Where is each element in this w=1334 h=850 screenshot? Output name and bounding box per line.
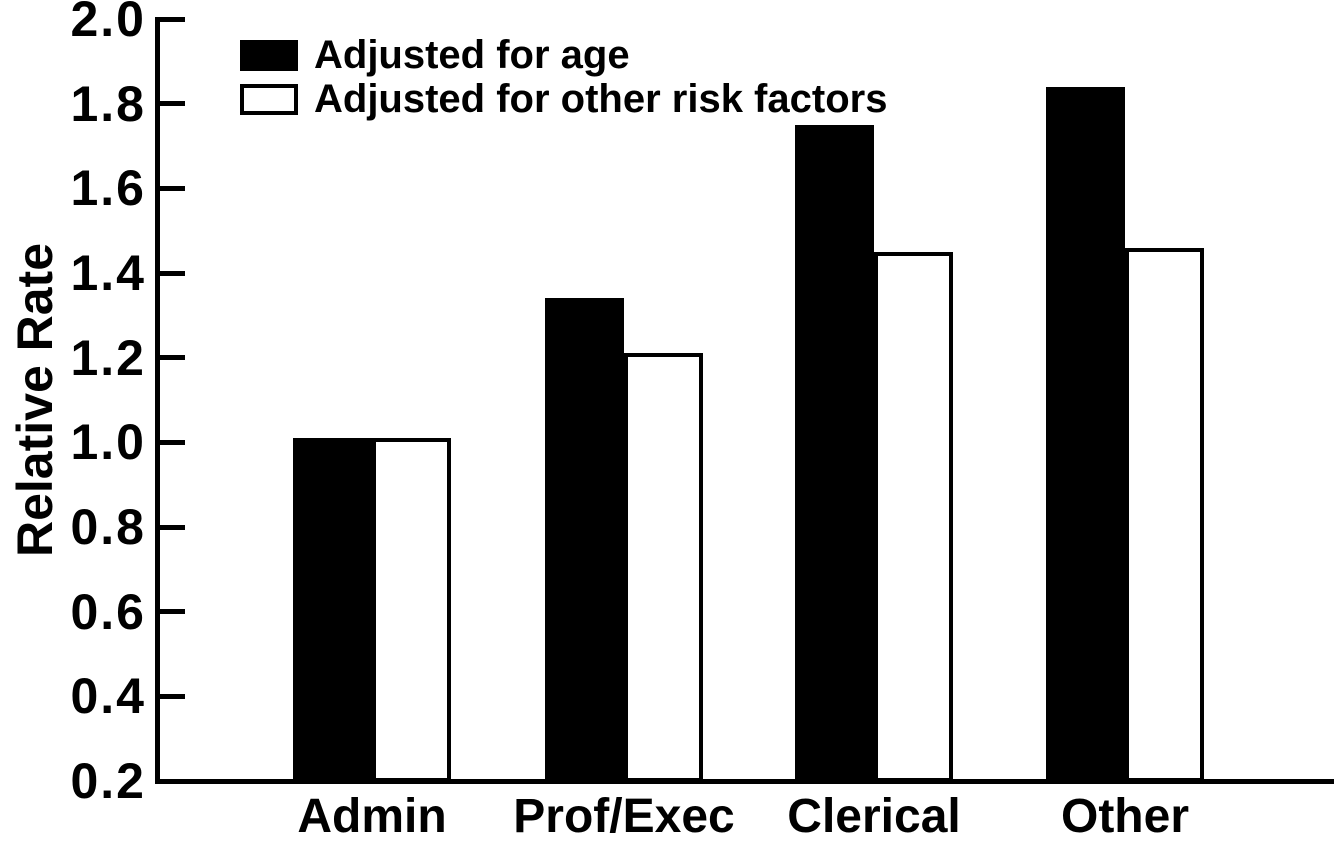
legend-entry-adjusted-for-other-risk-factors: Adjusted for other risk factors bbox=[240, 77, 887, 121]
y-axis-tick-label: 1.2 bbox=[70, 329, 146, 386]
bar-prof-exec-adjusted-for-age bbox=[545, 298, 624, 782]
y-axis-tick-label: 0.8 bbox=[70, 499, 146, 555]
y-axis-line bbox=[155, 17, 160, 784]
y-axis-tick-label: 0.6 bbox=[70, 583, 146, 640]
bar-prof-exec-adjusted-for-other-risk-factors bbox=[624, 353, 703, 782]
y-axis-tick bbox=[157, 439, 185, 445]
y-axis-tick-label: 0.2 bbox=[70, 753, 146, 809]
x-axis-label-admin: Admin bbox=[297, 790, 447, 843]
legend-swatch-white-icon bbox=[240, 83, 298, 115]
y-axis-tick-label: 1.4 bbox=[70, 245, 146, 301]
y-axis-tick bbox=[157, 270, 185, 276]
x-axis-label-prof-exec: Prof/Exec bbox=[513, 790, 735, 843]
y-axis-tick-label: 0.4 bbox=[70, 668, 146, 725]
bar-admin-adjusted-for-other-risk-factors bbox=[372, 438, 451, 782]
legend-swatch-black-icon bbox=[240, 39, 298, 71]
y-axis-tick-label: 1.0 bbox=[70, 414, 146, 471]
y-axis-title: Relative Rate bbox=[7, 242, 63, 558]
x-axis-label-other: Other bbox=[1060, 790, 1189, 843]
y-axis-tick bbox=[157, 16, 185, 22]
legend-label: Adjusted for other risk factors bbox=[314, 76, 888, 121]
bar-other-adjusted-for-age bbox=[1046, 86, 1125, 782]
y-axis-tick bbox=[157, 101, 185, 107]
y-axis-tick bbox=[157, 185, 185, 191]
y-axis-tick bbox=[157, 524, 185, 530]
bar-clerical-adjusted-for-age bbox=[795, 124, 874, 782]
y-axis-tick bbox=[157, 355, 185, 361]
bar-clerical-adjusted-for-other-risk-factors bbox=[874, 251, 953, 782]
x-axis-line bbox=[155, 779, 1334, 784]
y-axis-tick-label: 2.0 bbox=[70, 0, 146, 47]
bar-admin-adjusted-for-age bbox=[293, 438, 372, 782]
y-axis-tick bbox=[157, 693, 185, 699]
bar-other-adjusted-for-other-risk-factors bbox=[1125, 247, 1204, 782]
y-axis-tick-label: 1.6 bbox=[70, 160, 146, 217]
y-axis-tick-label: 1.8 bbox=[70, 75, 146, 132]
legend-entry-adjusted-for-age: Adjusted for age bbox=[240, 33, 630, 77]
x-axis-label-clerical: Clerical bbox=[787, 790, 961, 843]
legend-label: Adjusted for age bbox=[314, 32, 630, 77]
y-axis-tick bbox=[157, 609, 185, 615]
